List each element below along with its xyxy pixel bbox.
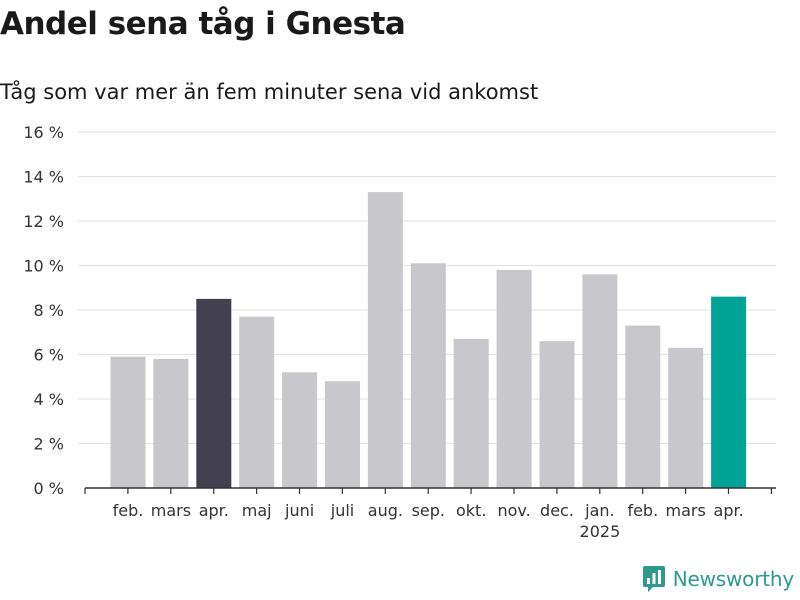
brand-name: Newsworthy bbox=[672, 567, 794, 591]
x-tick-label: mars bbox=[151, 501, 191, 520]
bar bbox=[539, 341, 575, 488]
bar bbox=[196, 298, 232, 488]
x-tick-label: aug. bbox=[368, 501, 403, 520]
bar bbox=[582, 274, 618, 488]
y-tick-label: 0 % bbox=[34, 479, 64, 498]
bar bbox=[668, 347, 704, 488]
x-tick-label: mars bbox=[666, 501, 706, 520]
y-tick-label: 4 % bbox=[34, 390, 64, 409]
x-tick-label: juni bbox=[284, 501, 314, 520]
x-tick-label: juli bbox=[330, 501, 354, 520]
y-tick-label: 2 % bbox=[34, 435, 64, 454]
bar bbox=[367, 192, 403, 488]
chart-subtitle: Tåg som var mer än fem minuter sena vid … bbox=[0, 80, 539, 104]
bar bbox=[711, 296, 747, 488]
y-tick-label: 6 % bbox=[34, 346, 64, 365]
bar bbox=[282, 372, 318, 488]
bar bbox=[239, 316, 275, 488]
chart-title: Andel sena tåg i Gnesta bbox=[0, 6, 406, 42]
x-tick-label: dec. bbox=[540, 501, 574, 520]
x-tick-label: jan. bbox=[584, 501, 614, 520]
bar bbox=[153, 358, 189, 488]
x-tick-label: apr. bbox=[199, 501, 229, 520]
bar bbox=[453, 338, 489, 488]
x-tick-label: sep. bbox=[412, 501, 445, 520]
bar bbox=[110, 356, 146, 488]
bar bbox=[325, 381, 360, 488]
newsworthy-logo-icon bbox=[642, 566, 665, 592]
y-tick-label: 14 % bbox=[23, 168, 64, 187]
y-tick-label: 8 % bbox=[34, 301, 64, 320]
y-tick-label: 12 % bbox=[23, 212, 64, 231]
x-tick-label: nov. bbox=[497, 501, 530, 520]
x-tick-label: feb. bbox=[627, 501, 658, 520]
y-tick-label: 10 % bbox=[23, 257, 64, 276]
bar bbox=[625, 325, 661, 488]
bar bbox=[410, 263, 446, 488]
x-tick-label: feb. bbox=[113, 501, 144, 520]
x-tick-label: apr. bbox=[714, 501, 744, 520]
x-tick-label: maj bbox=[242, 501, 272, 520]
y-tick-label: 16 % bbox=[23, 123, 64, 142]
x-year-label: 2025 bbox=[580, 522, 621, 541]
bar bbox=[496, 269, 532, 488]
x-tick-label: okt. bbox=[456, 501, 486, 520]
brand: Newsworthy bbox=[641, 564, 794, 594]
